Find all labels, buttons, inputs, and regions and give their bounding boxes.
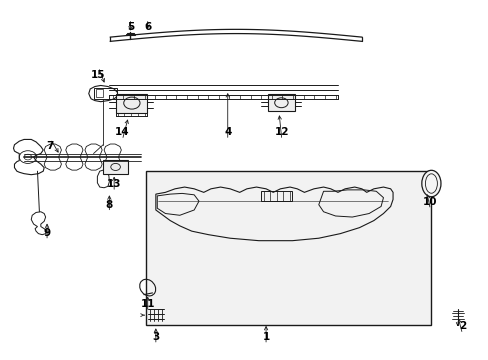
Text: 1: 1 bbox=[262, 332, 269, 342]
Text: 6: 6 bbox=[144, 22, 151, 32]
Text: 11: 11 bbox=[140, 299, 155, 309]
Bar bbox=[261, 191, 292, 201]
Text: 15: 15 bbox=[91, 70, 105, 80]
Bar bbox=[267, 94, 295, 111]
Bar bbox=[96, 89, 103, 98]
Text: 14: 14 bbox=[115, 127, 129, 138]
Ellipse shape bbox=[421, 170, 440, 197]
Bar bbox=[116, 94, 147, 113]
Text: 12: 12 bbox=[274, 127, 288, 138]
Text: 4: 4 bbox=[224, 127, 231, 138]
Bar bbox=[103, 160, 128, 174]
Text: 9: 9 bbox=[43, 228, 51, 238]
Text: 2: 2 bbox=[458, 321, 465, 332]
Text: 3: 3 bbox=[152, 332, 159, 342]
Text: 10: 10 bbox=[422, 197, 437, 207]
Text: 5: 5 bbox=[126, 22, 134, 32]
Text: 7: 7 bbox=[47, 141, 54, 152]
Text: 8: 8 bbox=[105, 200, 113, 210]
Bar bbox=[93, 87, 116, 99]
Bar bbox=[146, 171, 430, 325]
Text: 13: 13 bbox=[107, 179, 121, 189]
